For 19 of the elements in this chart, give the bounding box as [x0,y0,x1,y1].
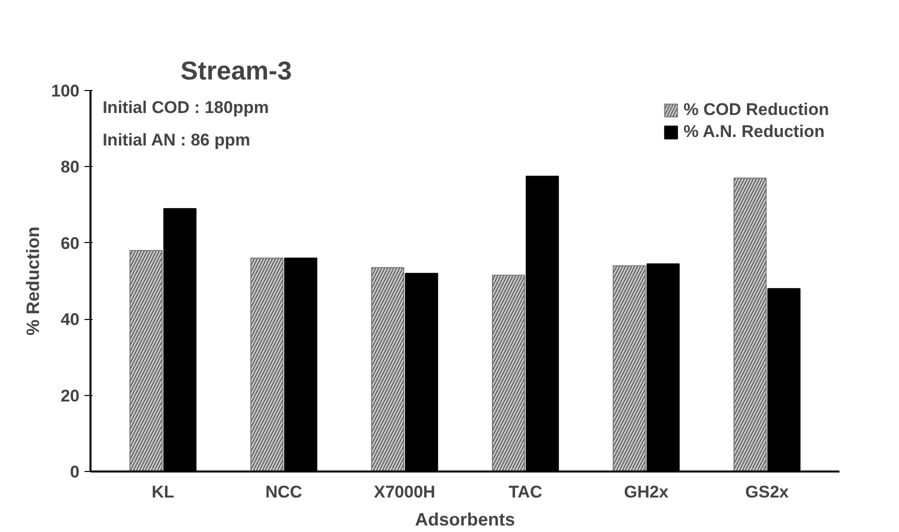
x-axis-title: Adsorbents [414,510,516,530]
x-tick-label: TAC [508,482,542,502]
x-tick-label: X7000H [374,482,436,502]
y-tick-label: 0 [70,462,80,482]
legend-label: % COD Reduction [684,100,829,120]
y-tick-label: 20 [60,386,80,406]
y-tick-label: 100 [51,82,80,100]
x-tick-label: GH2x [624,482,669,502]
y-tick-label: 60 [60,234,80,253]
annotation: Initial AN : 86 ppm [102,130,250,150]
y-tick-label: 40 [60,310,80,330]
x-tick-label: NCC [265,482,302,502]
y-tick-label: 80 [60,158,80,177]
x-tick-label: GS2x [745,482,790,502]
annotation: Initial COD : 180ppm [102,98,269,118]
legend-label: % A.N. Reduction [684,122,825,142]
chart-title: Stream-3 [180,56,292,86]
x-tick-label: KL [152,482,174,502]
y-axis-title: % Reduction [23,226,44,336]
